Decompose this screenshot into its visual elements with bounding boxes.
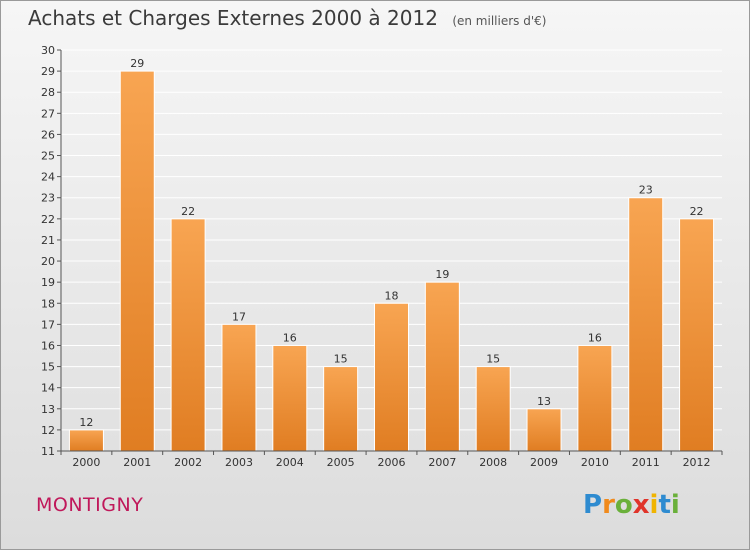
y-tick-label: 22 [41, 213, 55, 226]
x-tick-label-2009: 2009 [530, 456, 558, 469]
y-tick-label: 25 [41, 150, 55, 163]
bar-2012 [679, 218, 715, 452]
data-label-2000: 12 [79, 416, 93, 429]
logo-letter: i [670, 490, 680, 520]
y-tick-label: 19 [41, 276, 55, 289]
y-tick-label: 18 [41, 297, 55, 310]
y-tick-label: 26 [41, 128, 55, 141]
data-label-2003: 17 [232, 310, 246, 323]
x-tick-label-2001: 2001 [123, 456, 151, 469]
y-tick-label: 24 [41, 171, 55, 184]
y-tick-label: 27 [41, 107, 55, 120]
bars [68, 70, 715, 452]
data-label-2008: 15 [486, 353, 500, 366]
x-tick-label-2012: 2012 [683, 456, 711, 469]
data-label-2001: 29 [130, 57, 144, 70]
x-tick-label-2005: 2005 [327, 456, 355, 469]
bar-2010 [577, 344, 613, 452]
y-tick-label: 30 [41, 44, 55, 57]
x-tick-label-2004: 2004 [276, 456, 304, 469]
y-tick-label: 28 [41, 86, 55, 99]
logo-letter: r [602, 490, 615, 520]
y-tick-label: 16 [41, 339, 55, 352]
bar-2002 [170, 218, 206, 452]
bar-2008 [475, 366, 511, 452]
bar-2011 [628, 197, 664, 452]
y-tick-label: 23 [41, 192, 55, 205]
data-label-2011: 23 [639, 184, 653, 197]
data-label-2012: 22 [690, 205, 704, 218]
data-labels: 12 29 22 17 16 15 18 19 15 13 16 23 22 [79, 57, 703, 429]
bar-2004 [272, 344, 308, 452]
logo-letter: x [632, 490, 650, 520]
x-tick-label-2006: 2006 [378, 456, 406, 469]
bar-2009 [526, 408, 562, 452]
y-tick-label: 15 [41, 361, 55, 374]
bar-2005 [323, 366, 359, 452]
y-tick-label: 12 [41, 424, 55, 437]
y-tick-label: 13 [41, 403, 55, 416]
x-tick-label-2002: 2002 [174, 456, 202, 469]
proxiti-logo[interactable]: Proxiti [583, 490, 680, 520]
logo-letter: P [583, 490, 603, 520]
x-tick-label-2003: 2003 [225, 456, 253, 469]
bar-2000 [68, 429, 104, 452]
data-label-2007: 19 [435, 268, 449, 281]
data-label-2005: 15 [334, 353, 348, 366]
y-tick-label: 17 [41, 318, 55, 331]
bar-2001 [119, 70, 155, 452]
data-label-2010: 16 [588, 331, 602, 344]
title-unit: (en milliers d'€) [452, 14, 547, 28]
y-axis: 11 12 13 14 15 16 17 18 19 20 21 22 23 24 25 26 27 28 29 30 [41, 44, 62, 458]
y-tick-label: 21 [41, 234, 55, 247]
x-tick-label-2010: 2010 [581, 456, 609, 469]
chart-title: Achats et Charges Externes 2000 à 2012 (… [28, 6, 546, 30]
x-tick-label-2008: 2008 [479, 456, 507, 469]
data-label-2002: 22 [181, 205, 195, 218]
x-tick-label-2000: 2000 [72, 456, 100, 469]
logo-letter: i [649, 490, 659, 520]
y-tick-label: 29 [41, 65, 55, 78]
x-tick-label-2011: 2011 [632, 456, 660, 469]
bar-2006 [374, 302, 409, 452]
y-tick-label: 14 [41, 382, 55, 395]
data-label-2006: 18 [385, 289, 399, 302]
logo-letter: t [658, 490, 671, 520]
commune-name: MONTIGNY [36, 494, 144, 516]
bar-2007 [424, 281, 460, 452]
logo-letter: o [614, 490, 633, 520]
bar-2003 [221, 323, 257, 452]
title-text: Achats et Charges Externes 2000 à 2012 [28, 6, 438, 30]
x-axis: 2000 2001 2002 2003 2004 2005 2006 2007 2008 2009… [60, 450, 723, 469]
data-label-2009: 13 [537, 395, 551, 408]
y-tick-label: 20 [41, 255, 55, 268]
y-tick-label: 11 [41, 445, 55, 458]
data-label-2004: 16 [283, 331, 297, 344]
x-tick-label-2007: 2007 [428, 456, 456, 469]
